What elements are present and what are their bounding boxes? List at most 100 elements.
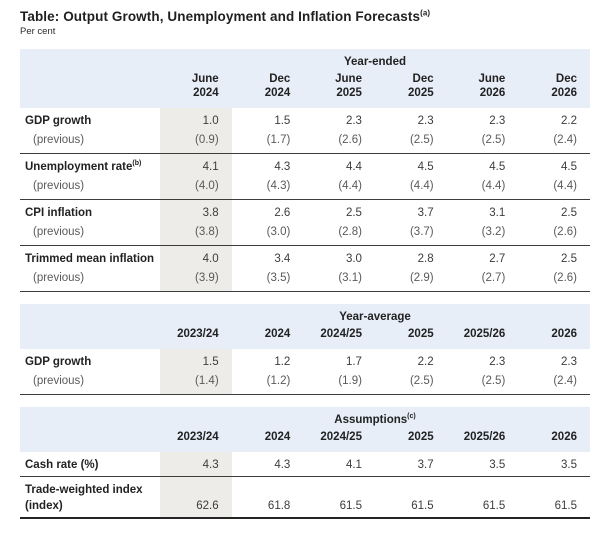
column-header: 2026	[518, 325, 590, 349]
previous-value-cell: (3.9)	[160, 270, 232, 292]
value-cell: 3.0	[345, 253, 362, 265]
section-title-row: Assumptions(c)	[20, 407, 590, 428]
table-row-previous: (previous) (0.9) (1.7) (2.6) (2.5) (2.5) (2.4)	[20, 132, 590, 154]
table-row: Trade-weighted index (index) 62.6 61.8 61.5…	[20, 476, 590, 519]
previous-label: (previous)	[20, 178, 160, 200]
previous-value-cell: (2.6)	[518, 270, 590, 292]
column-header: 2023/24	[160, 325, 232, 349]
value-cell: 4.5	[561, 161, 577, 173]
previous-value-cell: (3.8)	[160, 224, 232, 246]
value-cell: 4.0	[160, 245, 232, 270]
row-label: CPI inflation	[25, 207, 93, 219]
value-cell: 3.5	[518, 452, 590, 477]
previous-label: (previous)	[20, 270, 160, 292]
previous-value-cell: (2.4)	[518, 373, 590, 395]
column-header: 2025/26	[446, 428, 519, 452]
previous-value-cell: (2.4)	[518, 132, 590, 154]
previous-value-cell: (0.9)	[160, 132, 232, 154]
previous-value-cell: (2.5)	[374, 373, 447, 395]
value-cell: 61.5	[518, 476, 590, 519]
table-row: Unemployment rate(b) 4.1 4.3 4.4 4.5 4.5 4.5	[20, 153, 590, 178]
column-header: June 2025	[303, 70, 375, 108]
previous-value-cell: (3.5)	[231, 270, 304, 292]
previous-value-cell: (1.4)	[160, 373, 232, 395]
value-cell: 2.5	[561, 253, 577, 265]
column-header-row: June 2024 Dec 2024 June 2025 Dec 2025 June 2…	[20, 70, 590, 108]
value-cell: 1.2	[274, 356, 291, 368]
value-cell: 2.3	[561, 356, 577, 368]
section-title-cell: Year-ended	[160, 49, 590, 70]
table-row-previous: (previous) (3.8) (3.0) (2.8) (3.7) (3.2) (2.6)	[20, 224, 590, 246]
section-title-cell: Assumptions(c)	[160, 407, 590, 428]
page-title-text: Table: Output Growth, Unemployment and I…	[20, 9, 421, 24]
section-title: Year-ended	[344, 56, 406, 68]
previous-value-cell: (2.5)	[446, 132, 519, 154]
column-header: 2024	[231, 428, 304, 452]
previous-value-cell: (2.6)	[303, 132, 375, 154]
previous-value-cell: (4.4)	[518, 178, 590, 200]
value-cell: 1.7	[345, 356, 362, 368]
row-label: Unemployment rate(b)	[25, 160, 142, 173]
table-row-previous: (previous) (1.4) (1.2) (1.9) (2.5) (2.5) (2.4)	[20, 373, 590, 395]
value-cell: 1.5	[160, 349, 232, 373]
table-row: GDP growth 1.0 1.5 2.3 2.3 2.3 2.2	[20, 108, 590, 132]
row-footnote-marker: (b)	[132, 160, 142, 168]
value-cell: 2.6	[274, 207, 291, 219]
table-row-previous: (previous) (3.9) (3.5) (3.1) (2.9) (2.7) (2.6)	[20, 270, 590, 292]
table-row: CPI inflation 3.8 2.6 2.5 3.7 3.1 2.5	[20, 199, 590, 224]
section-title: Assumptions	[334, 414, 408, 426]
value-cell: 4.3	[231, 452, 304, 477]
value-cell: 2.8	[417, 253, 434, 265]
value-cell: 4.3	[160, 452, 232, 477]
column-header: Dec 2025	[374, 70, 447, 108]
previous-value-cell: (2.7)	[446, 270, 519, 292]
tables-container: Year-ended June 2024 Dec 2024 June 2025 Dec …	[20, 49, 590, 519]
section-title-row: Year-average	[20, 304, 590, 325]
table-row: GDP growth 1.5 1.2 1.7 2.2 2.3 2.3	[20, 349, 590, 373]
header-corner-cell	[20, 70, 160, 108]
value-cell: 61.5	[446, 476, 519, 519]
previous-value-cell: (1.9)	[303, 373, 375, 395]
value-cell: 1.5	[274, 115, 291, 127]
value-cell: 3.7	[417, 207, 434, 219]
value-cell: 3.7	[374, 452, 447, 477]
table-row-previous: (previous) (4.0) (4.3) (4.4) (4.4) (4.4) (4.4)	[20, 178, 590, 200]
section-title: Year-average	[339, 311, 411, 323]
value-cell: 61.8	[231, 476, 304, 519]
header-corner-cell	[20, 325, 160, 349]
column-header: 2024	[231, 325, 304, 349]
table-year-average: Year-average 2023/24 2024 2024/25 2025 2025/2…	[20, 304, 590, 395]
previous-value-cell: (2.9)	[374, 270, 447, 292]
column-header: Dec 2026	[518, 70, 590, 108]
value-cell: 1.0	[160, 108, 232, 132]
previous-value-cell: (3.7)	[374, 224, 447, 246]
column-header: 2026	[518, 428, 590, 452]
previous-value-cell: (2.5)	[446, 373, 519, 395]
page-title: Table: Output Growth, Unemployment and I…	[20, 8, 590, 25]
value-cell: 3.1	[489, 207, 506, 219]
value-cell: 2.3	[345, 115, 362, 127]
table-year-ended: Year-ended June 2024 Dec 2024 June 2025 Dec …	[20, 49, 590, 292]
column-header-row: 2023/24 2024 2024/25 2025 2025/26 2026	[20, 325, 590, 349]
row-label: Cash rate (%)	[20, 452, 160, 477]
header-corner-cell	[20, 428, 160, 452]
value-cell: 2.5	[345, 207, 362, 219]
page-subtitle: Per cent	[20, 26, 56, 37]
value-cell: 2.2	[417, 356, 434, 368]
table-header-year-average: Year-average 2023/24 2024 2024/25 2025 2025/2…	[20, 304, 590, 349]
previous-value-cell: (4.4)	[303, 178, 375, 200]
table-header-year-ended: Year-ended June 2024 Dec 2024 June 2025 Dec …	[20, 49, 590, 108]
row-label: GDP growth	[25, 115, 92, 127]
previous-value-cell: (4.0)	[160, 178, 232, 200]
table-row: Trimmed mean inflation 4.0 3.4 3.0 2.8 2.7 2.5	[20, 245, 590, 270]
row-label: Trimmed mean inflation	[25, 253, 155, 265]
title-footnote-marker: (a)	[420, 8, 431, 18]
previous-value-cell: (1.2)	[231, 373, 304, 395]
value-cell: 4.1	[303, 452, 375, 477]
column-header: June 2024	[160, 70, 232, 108]
previous-value-cell: (1.7)	[231, 132, 304, 154]
previous-value-cell: (3.0)	[231, 224, 304, 246]
section-title-cell: Year-average	[160, 304, 590, 325]
column-header-row: 2023/24 2024 2024/25 2025 2025/26 2026	[20, 428, 590, 452]
